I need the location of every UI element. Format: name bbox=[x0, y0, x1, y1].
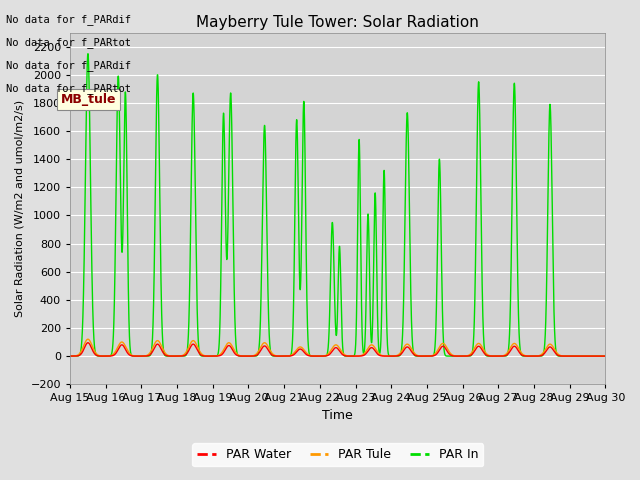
Text: No data for f_PARdif: No data for f_PARdif bbox=[6, 13, 131, 24]
X-axis label: Time: Time bbox=[323, 409, 353, 422]
Text: MB_tule: MB_tule bbox=[61, 93, 116, 106]
Text: No data for f_PARdif: No data for f_PARdif bbox=[6, 60, 131, 71]
Legend: PAR Water, PAR Tule, PAR In: PAR Water, PAR Tule, PAR In bbox=[192, 443, 483, 466]
Text: No data for f_PARtot: No data for f_PARtot bbox=[6, 83, 131, 94]
Text: No data for f_PARtot: No data for f_PARtot bbox=[6, 36, 131, 48]
Title: Mayberry Tule Tower: Solar Radiation: Mayberry Tule Tower: Solar Radiation bbox=[196, 15, 479, 30]
Y-axis label: Solar Radiation (W/m2 and umol/m2/s): Solar Radiation (W/m2 and umol/m2/s) bbox=[15, 100, 25, 317]
